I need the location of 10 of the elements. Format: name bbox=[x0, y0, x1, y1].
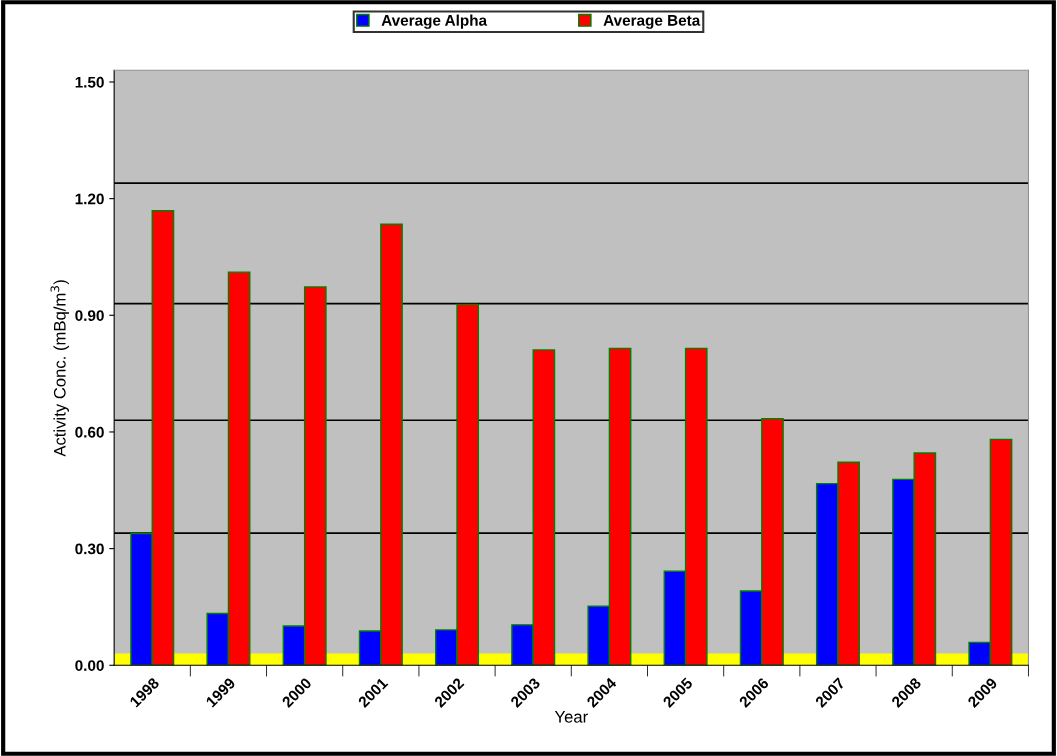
y-tick-label: 1.20 bbox=[75, 193, 104, 205]
legend-label: Average Beta bbox=[603, 15, 701, 29]
y-tick-label: 0.00 bbox=[75, 660, 104, 671]
legend-label: Average Alpha bbox=[381, 14, 488, 29]
y-tick-label: 0.90 bbox=[75, 310, 104, 321]
y-tick-label: 0.30 bbox=[75, 543, 104, 555]
y-tick-label: 0.60 bbox=[75, 426, 104, 438]
x-axis-title: Year bbox=[554, 711, 588, 723]
y-tick-label: 1.50 bbox=[75, 76, 104, 88]
y-axis-title: Activity Conc. (mBq/m$^{3}$) bbox=[50, 280, 69, 457]
